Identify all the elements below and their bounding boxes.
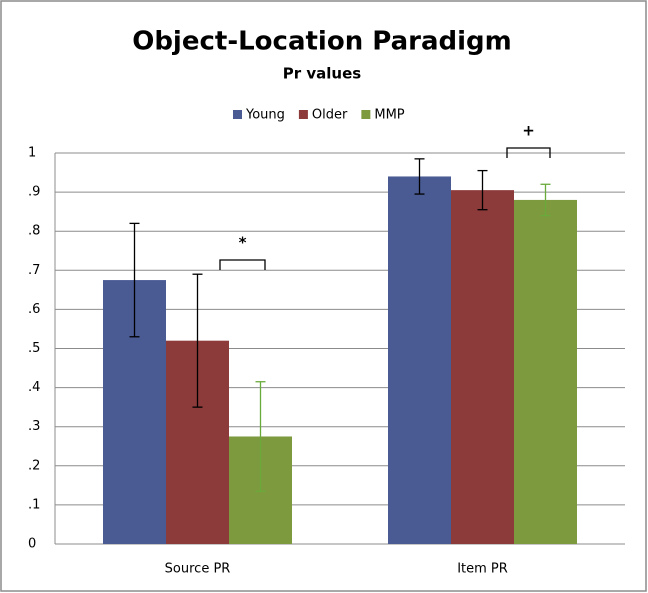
error-bar bbox=[255, 381, 266, 492]
significance-bracket bbox=[506, 147, 551, 158]
chart-subtitle: Pr values bbox=[283, 65, 362, 83]
error-bar bbox=[414, 158, 425, 195]
legend-swatch bbox=[298, 110, 308, 119]
significance-bracket bbox=[219, 259, 266, 270]
chart-title: Object-Location Paradigm bbox=[132, 27, 512, 57]
x-tick-label: Item PR bbox=[457, 562, 508, 577]
legend-label: MMP bbox=[374, 108, 404, 123]
legend-label: Older bbox=[312, 108, 348, 123]
legend-label: Young bbox=[245, 108, 285, 123]
legend-swatch bbox=[361, 110, 371, 119]
y-tick-label: .9 bbox=[28, 185, 40, 200]
error-bar bbox=[540, 183, 551, 217]
legend-swatch bbox=[233, 110, 242, 119]
y-tick-label: .6 bbox=[28, 302, 40, 317]
x-tick-label: Source PR bbox=[165, 562, 231, 577]
error-bar bbox=[129, 222, 140, 338]
annotation: * bbox=[239, 234, 247, 252]
annotation: + bbox=[522, 122, 535, 140]
y-tick-label: .8 bbox=[28, 224, 40, 239]
error-bar bbox=[192, 273, 203, 408]
y-tick-label: .7 bbox=[28, 263, 40, 278]
error-bar bbox=[477, 169, 488, 211]
bar bbox=[388, 176, 451, 544]
y-tick-label: .5 bbox=[28, 341, 40, 356]
y-tick-label: 1 bbox=[28, 146, 36, 161]
y-tick-label: .1 bbox=[28, 497, 40, 512]
bar bbox=[514, 199, 577, 545]
y-tick-label: .2 bbox=[28, 458, 40, 473]
y-tick-label: 0 bbox=[28, 537, 36, 552]
bar bbox=[451, 190, 514, 544]
y-tick-label: .3 bbox=[28, 419, 40, 434]
y-tick-label: .4 bbox=[28, 380, 40, 395]
